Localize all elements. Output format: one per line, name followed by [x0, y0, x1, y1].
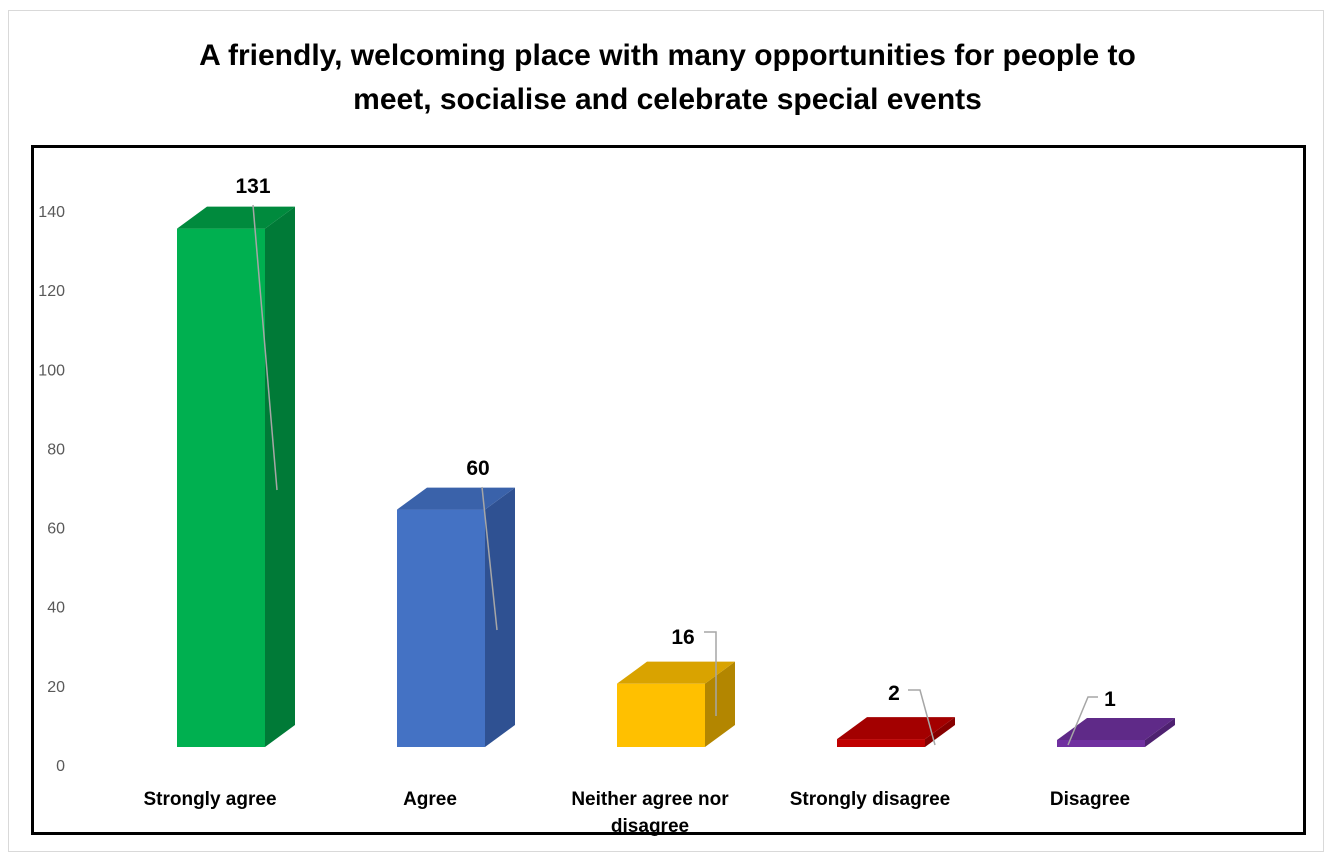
x-tick-label: disagree — [611, 816, 689, 837]
y-tick-label: 140 — [38, 204, 65, 221]
x-tick-label: Strongly agree — [143, 789, 276, 810]
data-label: 131 — [235, 175, 270, 198]
bar-side — [485, 487, 515, 747]
bar-top — [617, 661, 735, 684]
x-tick-label: Agree — [403, 789, 457, 810]
y-tick-label: 80 — [47, 441, 65, 458]
bar-side — [265, 206, 295, 748]
data-label-leader-line — [1067, 696, 1098, 746]
y-tick-label: 100 — [38, 362, 65, 379]
bar-side — [705, 661, 735, 747]
data-label: 60 — [466, 457, 489, 480]
bar-front — [1057, 740, 1145, 747]
data-label: 2 — [888, 682, 900, 705]
chart-title: A friendly, welcoming place with many op… — [0, 34, 1335, 122]
x-tick-label: Strongly disagree — [790, 789, 951, 810]
data-label-leader-line — [704, 631, 717, 716]
data-label-leader-line — [481, 486, 498, 631]
chart-title-line-2: meet, socialise and celebrate special ev… — [353, 83, 982, 116]
y-tick-label: 60 — [47, 521, 65, 538]
chart-title-line-1: A friendly, welcoming place with many op… — [199, 39, 1136, 72]
bar-top — [177, 206, 295, 229]
bar-front — [397, 509, 485, 747]
y-tick-label: 0 — [56, 758, 65, 775]
x-tick-label: Disagree — [1050, 789, 1130, 810]
bar-front — [617, 683, 705, 747]
plot-area-frame — [31, 145, 1306, 835]
data-label-leader-line — [252, 204, 278, 491]
bar-front — [177, 228, 265, 748]
bar-side — [1145, 718, 1175, 747]
bar-top — [1057, 718, 1175, 740]
bar-top — [837, 717, 955, 740]
data-label: 16 — [671, 626, 694, 649]
y-tick-label: 40 — [47, 600, 65, 617]
bar-top — [397, 487, 515, 510]
y-tick-label: 120 — [38, 283, 65, 300]
data-label-leader-line — [908, 689, 936, 746]
data-label: 1 — [1104, 688, 1116, 711]
bar-side — [925, 717, 955, 747]
bar-front — [837, 739, 925, 747]
x-tick-label: Neither agree nor — [571, 789, 729, 810]
y-tick-label: 20 — [47, 679, 65, 696]
